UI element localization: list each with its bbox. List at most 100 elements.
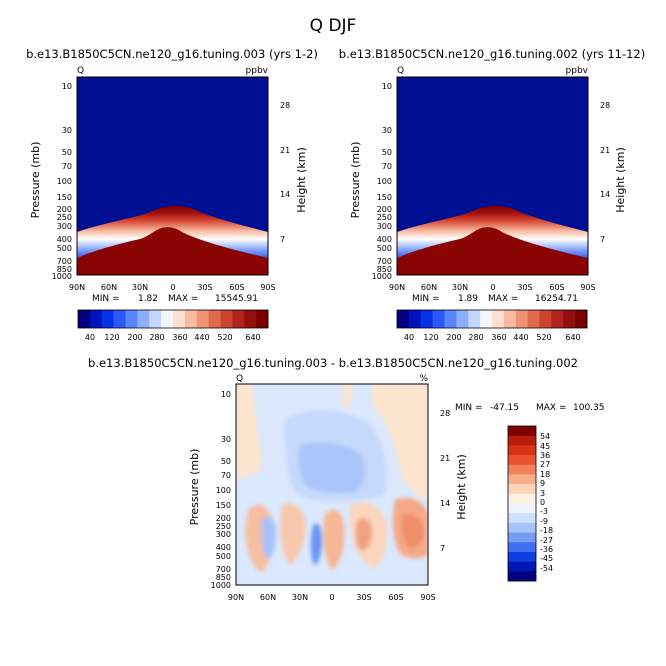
y-tick: 30 bbox=[62, 126, 72, 135]
y-tick: 50 bbox=[221, 457, 231, 466]
colorbar-box bbox=[432, 310, 445, 328]
panel-2-field bbox=[397, 77, 588, 275]
y-tick: 850 bbox=[216, 573, 231, 582]
panel-3-x-axis: 90N 60N 30N 0 30S 60S 90S bbox=[228, 593, 436, 602]
colorbar-label: 200 bbox=[127, 333, 142, 342]
panel-1-plot-frame bbox=[76, 76, 269, 276]
y-tick: 500 bbox=[216, 552, 231, 561]
y-tick: 700 bbox=[377, 257, 392, 266]
colorbar-box bbox=[220, 310, 233, 328]
right-y-tick: 7 bbox=[440, 544, 445, 553]
y-tick: 850 bbox=[57, 265, 72, 274]
x-tick: 90S bbox=[580, 283, 595, 292]
x-tick: 30N bbox=[452, 283, 468, 292]
y-tick: 1000 bbox=[52, 272, 72, 281]
colorbar-box bbox=[508, 455, 536, 466]
x-tick: 60S bbox=[388, 593, 403, 602]
colorbar-box bbox=[508, 522, 536, 533]
y-tick: 400 bbox=[216, 543, 231, 552]
right-y-tick: 21 bbox=[600, 146, 610, 155]
right-axis-label: Height (km) bbox=[455, 454, 468, 520]
x-tick: 60N bbox=[260, 593, 276, 602]
panel-1-right-axis: 28 21 14 7 Height (km) bbox=[280, 101, 308, 244]
colorbar-label: 45 bbox=[540, 442, 550, 451]
y-tick: 10 bbox=[221, 390, 231, 399]
colorbar-box bbox=[408, 310, 422, 328]
colorbar-label: 440 bbox=[513, 333, 528, 342]
colorbar-box bbox=[515, 310, 528, 328]
x-tick: 30S bbox=[517, 283, 532, 292]
y-tick: 700 bbox=[57, 257, 72, 266]
y-tick: 10 bbox=[62, 82, 72, 91]
colorbar-label: -45 bbox=[540, 554, 553, 563]
panel-3-right-label: % bbox=[419, 374, 428, 384]
panel-3-field bbox=[236, 384, 428, 585]
panel-1-stats: MIN = 1.82 MAX = 15545.91 bbox=[92, 294, 258, 304]
y-axis-label: Pressure (mb) bbox=[29, 142, 42, 219]
colorbar-box bbox=[508, 435, 536, 446]
right-y-tick: 28 bbox=[440, 409, 450, 418]
y-tick: 30 bbox=[221, 435, 231, 444]
colorbar-label: 54 bbox=[540, 432, 550, 441]
y-tick: 50 bbox=[62, 148, 72, 157]
panel-2-right-axis: 28 21 14 7 Height (km) bbox=[600, 101, 627, 244]
colorbar-box bbox=[78, 310, 91, 328]
panel-1-x-axis: 90N 60N 30N 0 30S 60S 90S bbox=[69, 283, 276, 292]
panel-2-x-axis: 90N 60N 30N 0 30S 60S 90S bbox=[389, 283, 596, 292]
y-tick: 250 bbox=[216, 522, 231, 531]
y-axis-label: Pressure (mb) bbox=[188, 449, 201, 526]
y-tick: 150 bbox=[377, 193, 392, 202]
x-tick: 30S bbox=[356, 593, 371, 602]
colorbar-box bbox=[256, 310, 269, 328]
colorbar-label: 9 bbox=[540, 479, 545, 488]
colorbar-label: 520 bbox=[217, 333, 232, 342]
colorbar-box bbox=[508, 474, 536, 485]
y-tick: 150 bbox=[57, 193, 72, 202]
y-tick: 1000 bbox=[211, 581, 231, 590]
panel-2-colorbar: 40 120 200 280 360 440 520 640 bbox=[396, 309, 588, 342]
max-label: MAX = bbox=[536, 403, 567, 413]
panel-2: b.e13.B1850C5CN.ne120_g16.tuning.002 (yr… bbox=[339, 47, 645, 342]
colorbar-label: 36 bbox=[540, 451, 550, 460]
x-tick: 90S bbox=[420, 593, 435, 602]
right-y-tick: 7 bbox=[600, 235, 605, 244]
colorbar-label: 3 bbox=[540, 489, 545, 498]
colorbar-label: 640 bbox=[245, 333, 260, 342]
min-label: MIN = bbox=[455, 403, 483, 413]
colorbar-label: 280 bbox=[149, 333, 164, 342]
y-tick: 10 bbox=[382, 82, 392, 91]
colorbar-box bbox=[508, 484, 536, 495]
colorbar-label: 640 bbox=[565, 333, 580, 342]
colorbar-box bbox=[149, 310, 162, 328]
colorbar-box bbox=[508, 426, 536, 436]
colorbar-box bbox=[508, 542, 536, 553]
colorbar-label: -27 bbox=[540, 536, 553, 545]
min-value: 1.89 bbox=[458, 294, 478, 304]
colorbar-box bbox=[508, 532, 536, 543]
min-value: -47.15 bbox=[490, 403, 519, 413]
panel-2-plot-frame bbox=[396, 76, 589, 276]
colorbar-box bbox=[508, 551, 536, 562]
right-axis-label: Height (km) bbox=[295, 147, 308, 213]
right-axis-label: Height (km) bbox=[614, 147, 627, 213]
right-y-tick: 14 bbox=[440, 499, 450, 508]
colorbar-box bbox=[508, 561, 536, 572]
y-tick: 500 bbox=[57, 244, 72, 253]
colorbar-box bbox=[420, 310, 433, 328]
right-y-tick: 14 bbox=[600, 190, 610, 199]
right-y-tick: 14 bbox=[280, 190, 290, 199]
panel-1: b.e13.B1850C5CN.ne120_g16.tuning.003 (yr… bbox=[26, 47, 318, 342]
colorbar-box bbox=[563, 310, 576, 328]
y-tick: 100 bbox=[377, 177, 392, 186]
x-tick: 90N bbox=[228, 593, 244, 602]
colorbar-label: 0 bbox=[540, 498, 545, 507]
colorbar-box bbox=[508, 493, 536, 504]
y-axis-label: Pressure (mb) bbox=[349, 142, 362, 219]
y-tick: 70 bbox=[221, 471, 231, 480]
panel-3-plot-frame bbox=[235, 383, 429, 586]
colorbar-box bbox=[444, 310, 457, 328]
colorbar-box bbox=[551, 310, 564, 328]
y-tick: 850 bbox=[377, 265, 392, 274]
x-tick: 30S bbox=[197, 283, 212, 292]
